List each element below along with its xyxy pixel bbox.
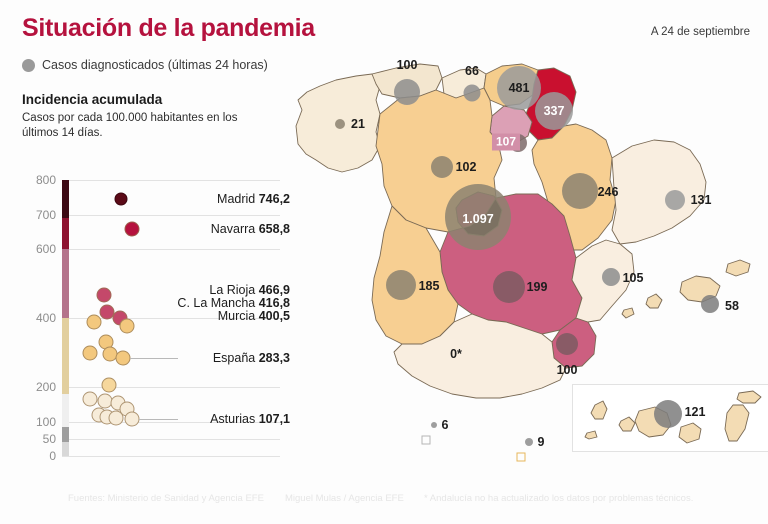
legend-label: Casos diagnosticados (últimas 24 horas) [42,58,268,72]
map-bubble-galicia[interactable] [335,119,345,129]
scatter-point-baleares[interactable] [82,391,98,407]
map-bubble-extremadura[interactable] [386,270,416,300]
gridline-0 [62,456,280,457]
section-title: Incidencia acumulada [22,92,163,107]
gridline-200 [62,387,280,388]
colorbar-segment-5 [62,426,69,443]
map-bubble-label-cataluna: 131 [690,193,712,207]
map-bubble-label-baleares: 58 [725,299,739,313]
colorbar-segment-2 [62,249,69,318]
map-bubble-pais-vasco[interactable] [497,66,541,110]
gridline-50 [62,438,280,440]
colorbar-segment-4 [62,393,69,427]
colorbar-segment-1 [62,217,69,249]
map-bubble-madrid[interactable] [445,184,511,250]
y-tick-800: 800 [35,173,56,187]
grey-circle-icon [22,58,35,72]
map-bubble-asturias[interactable] [394,79,420,105]
map-bubble-label-asturias: 100 [396,58,418,72]
y-tick-200: 200 [35,380,56,394]
ceuta-square [421,435,431,445]
scatter-point-navarra[interactable] [124,221,140,237]
scatter-point-ceuta[interactable] [108,410,124,426]
footer-source: Fuentes: Ministerio de Sanidad y Agencia… [68,493,264,504]
scatter-point-andaluc-a[interactable] [82,345,98,360]
y-tick-50: 50 [42,431,56,446]
map-bubble-canarias[interactable] [654,400,682,428]
map-bubble-label-cantabria: 66 [465,64,479,78]
gridline-600 [62,249,280,250]
map-bubble-label-la-rioja-tag: 107 [491,133,521,151]
scatter-point-catalu-a[interactable] [101,377,116,393]
map-bubble-label-galicia: 21 [351,117,365,131]
y-tick-700: 700 [35,207,56,222]
footer-note: * Andalucía no ha actualizado los datos … [424,493,694,504]
annotation-la-rioja: La Rioja 466,9 [209,283,290,298]
map-bubble-aragon[interactable] [562,173,598,209]
legend-diagnosed-cases: Casos diagnosticados (últimas 24 horas) [22,58,268,72]
melilla-square [516,452,526,462]
colorbar-segment-6 [62,442,69,456]
date-label: A 24 de septiembre [650,26,750,38]
y-tick-0: 0 [49,449,56,463]
y-tick-600: 600 [35,242,56,256]
gridline-700 [62,214,280,216]
annotation-navarra: Navarra 658,8 [210,221,290,236]
map-bubble-label-canarias: 121 [684,405,706,419]
map-label-andalucia: 0* [450,347,462,361]
scatter-point-arag-n[interactable] [86,314,102,330]
annotation-murcia: Murcia 400,5 [217,308,290,323]
footer-credit: Miguel Mulas / Agencia EFE [285,493,404,504]
annotation-madrid: Madrid 746,2 [217,191,290,206]
annotation-asturias: Asturias 107,1 [210,412,290,427]
map-bubble-castilla-mancha[interactable] [493,271,525,303]
map-bubble-label-madrid: 1.097 [462,212,494,226]
scatter-point-madrid[interactable] [114,192,128,206]
scatter-point-asturias[interactable] [124,411,140,427]
map-bubble-label-melilla: 9 [537,435,545,449]
map-bubble-cantabria[interactable] [463,84,481,102]
map-bubble-label-extremadura: 185 [418,279,440,293]
gridline-400 [62,318,280,319]
y-tick-400: 400 [35,311,56,325]
gridline-800 [62,180,280,181]
scatter-point-espa-a[interactable] [115,350,131,366]
map-bubble-label-castilla-leon: 102 [455,160,477,174]
section-description: Casos por cada 100.000 habitantes en los… [22,112,238,139]
map-bubble-melilla[interactable] [525,438,533,446]
y-tick-100: 100 [35,414,56,429]
map-bubble-c-valenciana[interactable] [602,268,620,286]
map-bubble-castilla-leon[interactable] [431,156,453,178]
colorbar-segment-3 [62,318,69,394]
spain-map: 21 100 66 481 337 107 102 246 131 1.097 185 199 105 5… [276,14,768,474]
map-bubble-navarra[interactable] [535,92,573,130]
map-bubble-label-aragon: 246 [597,185,619,199]
map-bubble-murcia[interactable] [556,333,578,355]
leader-line-asturias [139,419,178,421]
map-bubble-label-ceuta: 6 [441,418,449,432]
map-bubble-ceuta[interactable] [431,422,437,428]
annotation-c-la-mancha: C. La Mancha 416,8 [177,296,290,311]
incidence-scatter-chart: 800 700 600 400 200 100 50 0 Madrid 746,2 Navarra… [0,168,300,468]
map-bubble-label-pais-vasco: 481 [508,81,530,95]
annotation-espa-a: España 283,3 [212,351,290,366]
map-bubble-cataluna[interactable] [665,190,685,210]
scatter-point-la-rioja[interactable] [96,287,112,303]
map-bubble-label-navarra: 337 [543,104,565,118]
gridline-100 [62,421,280,423]
colorbar-segment-0 [62,180,69,218]
map-bubble-label-castilla-mancha: 199 [526,280,548,294]
map-bubble-baleares[interactable] [701,295,719,313]
page-title: Situación de la pandemia [22,14,315,42]
scatter-point-castilla-y-le-n[interactable] [119,318,135,334]
leader-line-espa-a [130,358,178,360]
map-bubble-label-c-valenciana: 105 [622,271,644,285]
map-bubble-label-murcia: 100 [556,363,578,377]
